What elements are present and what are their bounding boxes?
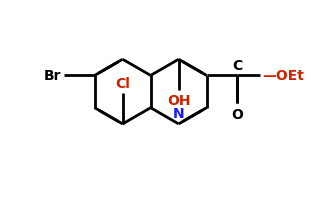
Text: Cl: Cl	[115, 77, 130, 91]
Text: N: N	[173, 107, 184, 121]
Text: OH: OH	[167, 93, 190, 107]
Text: Br: Br	[44, 69, 61, 83]
Text: C: C	[232, 58, 243, 72]
Text: O: O	[231, 107, 243, 121]
Text: —OEt: —OEt	[262, 69, 304, 83]
